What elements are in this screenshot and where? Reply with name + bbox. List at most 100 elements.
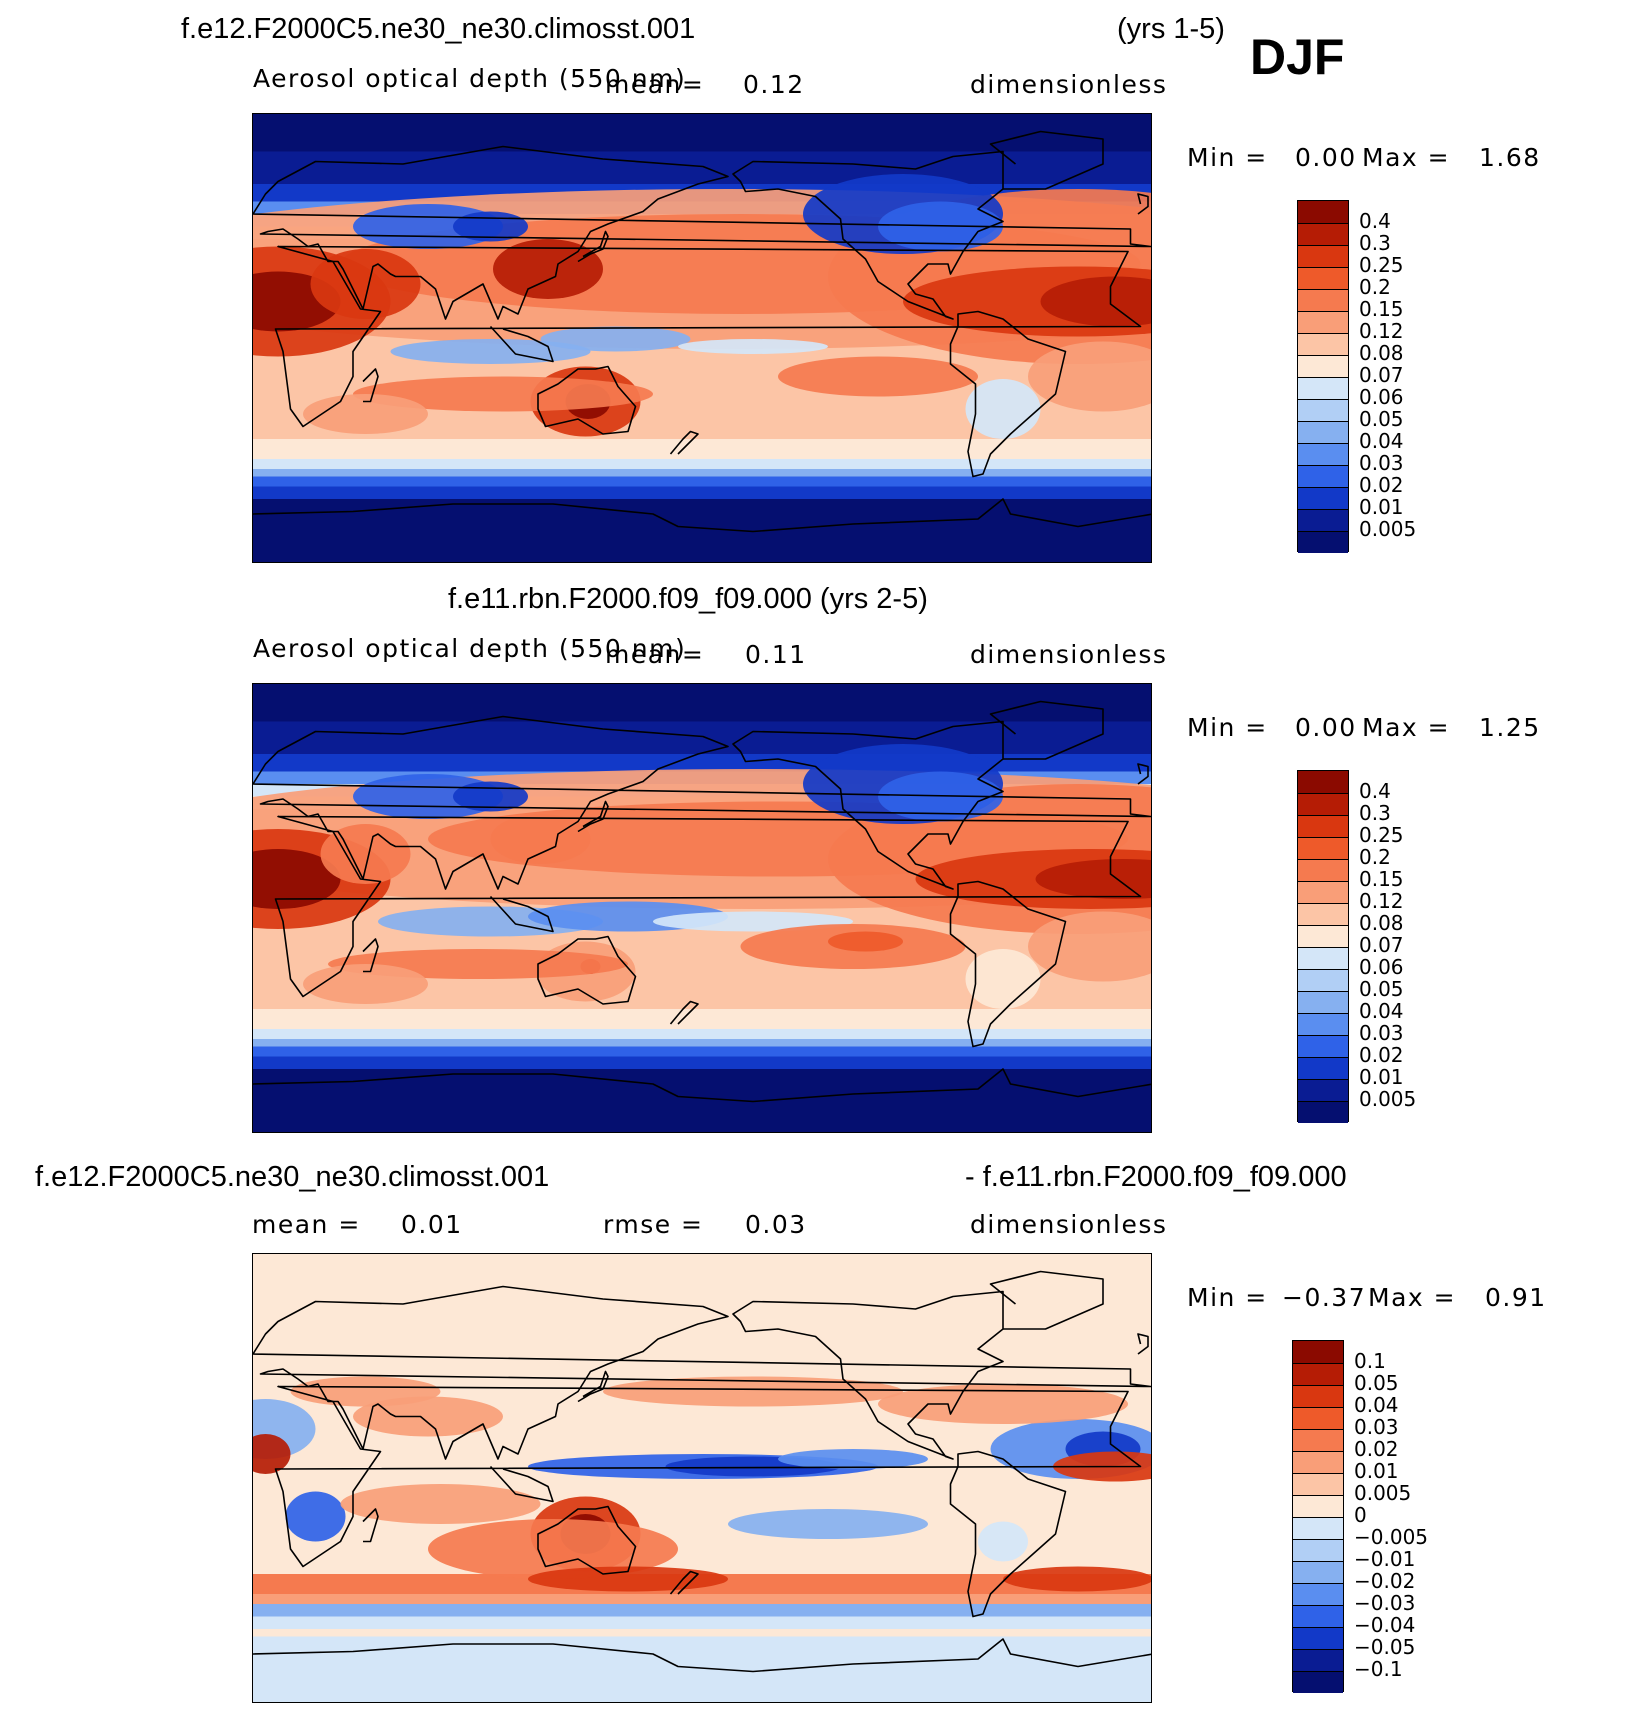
colorbar-tick-label: 0.05 <box>1359 407 1404 431</box>
colorbar-segment <box>1293 1407 1343 1429</box>
colorbar-tick-label: 0.25 <box>1359 823 1404 847</box>
colorbar-segment <box>1298 487 1348 509</box>
colorbar-segment <box>1298 201 1348 223</box>
colorbar-tick-label: −0.02 <box>1354 1569 1416 1593</box>
colorbar-tick-label: 0.2 <box>1359 845 1391 869</box>
coastline <box>1137 763 1149 785</box>
panel3-rmse-value: 0.03 <box>745 1210 807 1239</box>
colorbar-tick-label: 0.03 <box>1354 1415 1399 1439</box>
contour-field <box>253 114 1151 562</box>
panel1-max-value: 1.68 <box>1479 143 1541 172</box>
coastline <box>489 1465 554 1503</box>
panel2-min-value: 0.00 <box>1295 713 1357 742</box>
colorbar-segment <box>1298 245 1348 267</box>
contour-field <box>253 1254 1151 1702</box>
colorbar-tick-label: 0.15 <box>1359 867 1404 891</box>
colorbar-tick-label: 0.1 <box>1354 1349 1386 1373</box>
colorbar-box <box>1297 770 1349 1123</box>
coastline <box>949 880 1067 1048</box>
colorbar-tick-label: 0.04 <box>1354 1393 1399 1417</box>
colorbar-segment <box>1298 837 1348 859</box>
colorbar-tick-label: 0.2 <box>1359 275 1391 299</box>
coastline <box>949 310 1067 478</box>
colorbar-segment <box>1293 1561 1343 1583</box>
colorbar-segment <box>1298 947 1348 969</box>
panel1-title-left: f.e12.F2000C5.ne30_ne30.climosst.001 <box>181 13 696 45</box>
coastline <box>489 895 554 933</box>
panel3-min-value: −0.37 <box>1282 1283 1367 1312</box>
coastline <box>1137 193 1149 215</box>
coastline <box>253 1068 1151 1103</box>
colorbar-segment <box>1298 793 1348 815</box>
panel3-max-label: Max = <box>1368 1283 1457 1312</box>
colorbar-tick-label: 0.005 <box>1359 517 1417 541</box>
panel2-max-label: Max = <box>1362 713 1451 742</box>
coastline <box>732 150 1004 320</box>
colorbar-tick-label: 0.4 <box>1359 779 1391 803</box>
panel2-variable: Aerosol optical depth (550 nm) <box>253 634 687 663</box>
panel3-mean-label: mean = <box>252 1210 361 1239</box>
colorbar-tick-label: 0.08 <box>1359 911 1404 935</box>
colorbar-tick-label: 0.3 <box>1359 231 1391 255</box>
coastline <box>253 715 1151 890</box>
panel1-title-right: (yrs 1-5) <box>1117 13 1225 45</box>
coastline <box>253 145 1151 320</box>
colorbar-segment <box>1293 1605 1343 1627</box>
colorbar-segment <box>1298 903 1348 925</box>
colorbar-tick-label: 0.08 <box>1359 341 1404 365</box>
colorbar-segment <box>1298 421 1348 443</box>
colorbar-segment <box>1298 1101 1348 1123</box>
colorbar-box <box>1292 1340 1344 1693</box>
colorbar-tick-label: 0.03 <box>1359 451 1404 475</box>
panel2-min-label: Min = <box>1187 713 1268 742</box>
coastline <box>362 938 379 973</box>
colorbar-tick-label: 0.05 <box>1354 1371 1399 1395</box>
colorbar-segment <box>1293 1649 1343 1671</box>
colorbar-tick-label: 0.04 <box>1359 999 1404 1023</box>
colorbar-segment <box>1293 1385 1343 1407</box>
colorbar-segment <box>1298 377 1348 399</box>
panel3-title-left: f.e12.F2000C5.ne30_ne30.climosst.001 <box>35 1161 550 1193</box>
panel1-min-label: Min = <box>1187 143 1268 172</box>
panel2-units: dimensionless <box>970 640 1168 669</box>
colorbar-tick-label: 0.06 <box>1359 385 1404 409</box>
colorbar-segment <box>1298 399 1348 421</box>
colorbar-tick-label: 0.01 <box>1359 495 1404 519</box>
colorbar-tick-label: 0.02 <box>1359 1043 1404 1067</box>
panel1-mean-value: 0.12 <box>743 70 805 99</box>
colorbar-tick-label: 0.4 <box>1359 209 1391 233</box>
colorbar-segment <box>1298 311 1348 333</box>
colorbar-segment <box>1298 991 1348 1013</box>
colorbar-tick-label: 0.07 <box>1359 363 1404 387</box>
colorbar-tick-label: 0.005 <box>1354 1481 1412 1505</box>
colorbar-segment <box>1298 509 1348 531</box>
colorbar-segment <box>1293 1341 1343 1363</box>
colorbar-segment <box>1293 1473 1343 1495</box>
colorbar-tick-label: 0.02 <box>1359 473 1404 497</box>
colorbar-tick-label: 0.03 <box>1359 1021 1404 1045</box>
colorbar-segment <box>1298 531 1348 553</box>
colorbar-segment <box>1298 1035 1348 1057</box>
coastline <box>253 1638 1151 1673</box>
contour-field <box>253 684 1151 1132</box>
colorbar-segment <box>1293 1363 1343 1385</box>
colorbar-segment <box>1298 333 1348 355</box>
colorbar-tick-label: −0.03 <box>1354 1591 1416 1615</box>
coastline <box>537 365 637 435</box>
colorbar-tick-label: 0.12 <box>1359 889 1404 913</box>
panel1-map <box>252 113 1152 563</box>
coastline <box>577 1370 609 1403</box>
panel2-max-value: 1.25 <box>1479 713 1541 742</box>
colorbar-segment <box>1298 355 1348 377</box>
coastline <box>989 700 1104 760</box>
coastline <box>274 815 1142 998</box>
colorbar-tick-label: 0.01 <box>1354 1459 1399 1483</box>
colorbar-tick-label: 0.01 <box>1359 1065 1404 1089</box>
colorbar-segment <box>1293 1539 1343 1561</box>
colorbar-tick-label: 0.15 <box>1359 297 1404 321</box>
panel3-max-value: 0.91 <box>1485 1283 1547 1312</box>
colorbar-tick-label: −0.1 <box>1354 1657 1403 1681</box>
colorbar-segment <box>1298 267 1348 289</box>
panel2-map <box>252 683 1152 1133</box>
panel1-units: dimensionless <box>970 70 1168 99</box>
